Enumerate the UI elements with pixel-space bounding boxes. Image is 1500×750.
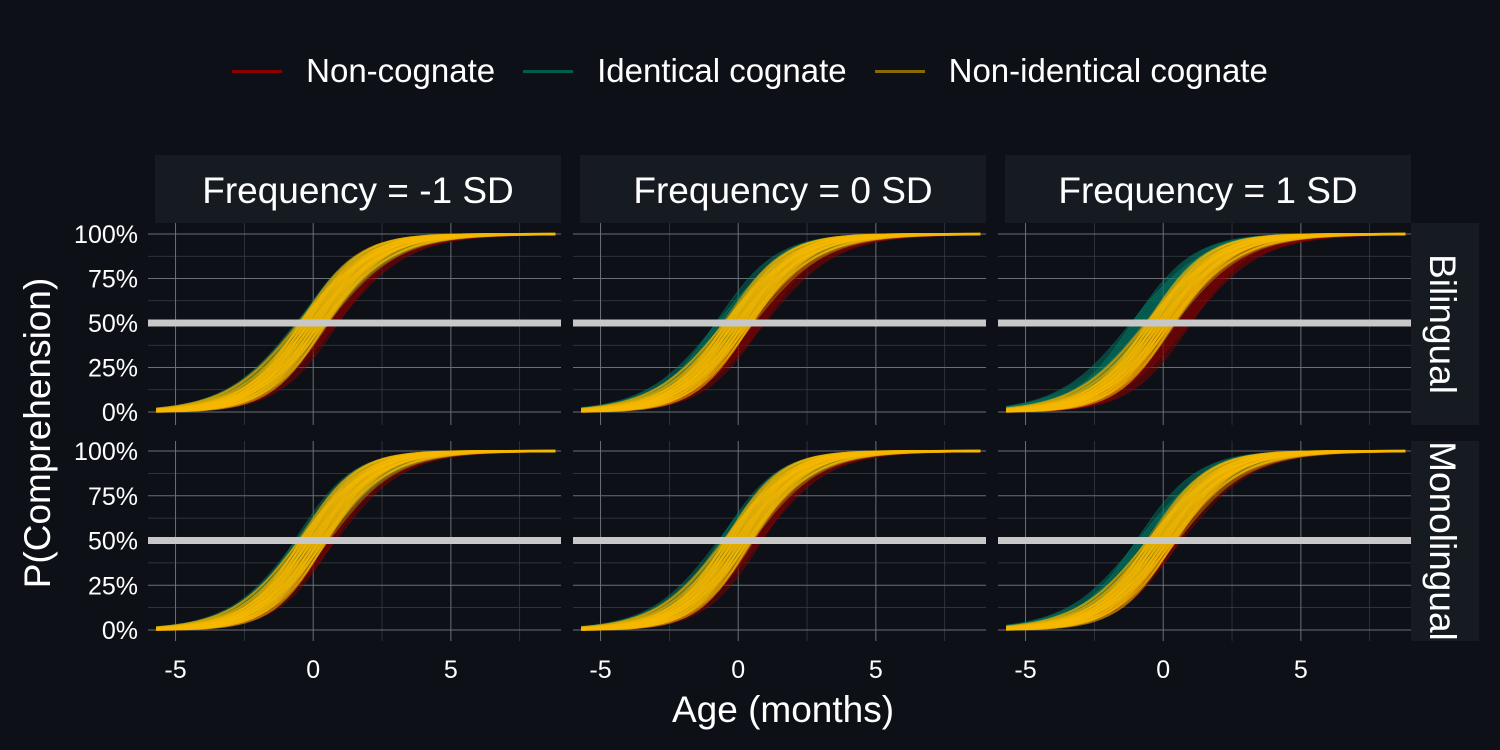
y-tick-label: 50% (88, 528, 138, 556)
panel-r1-c0-draw-highlight (156, 450, 556, 631)
facet-label-col-2: Frequency = 1 SD (1058, 170, 1357, 211)
facet-label-row-1: Monolingual (1422, 441, 1463, 641)
y-axis-title: P(Comprehension) (17, 278, 58, 589)
facet-strip-row-1 (1411, 441, 1479, 641)
x-tick-label: -5 (164, 656, 186, 684)
facet-label-row-0: Bilingual (1422, 254, 1463, 394)
y-tick-label: 100% (74, 221, 138, 249)
legend-label-identical-cognate: Identical cognate (597, 52, 847, 89)
legend-item-non-cognate: Non-cognate (232, 52, 495, 90)
legend-swatch-identical-cognate (523, 69, 574, 73)
x-tick-label: 0 (1156, 656, 1170, 684)
panel-r0-c1-draw-highlight (581, 233, 981, 413)
legend-item-identical-cognate: Identical cognate (523, 52, 847, 90)
legend-swatch-non-identical-cognate (874, 69, 925, 73)
facet-strip-row-0 (1411, 223, 1479, 425)
panel-r0-c0-draw-highlight (156, 233, 556, 413)
panel-r0-c2-draw-highlight (1006, 233, 1406, 413)
x-tick-label: 5 (1294, 656, 1308, 684)
x-tick-label: -5 (1014, 656, 1036, 684)
y-tick-label: 100% (74, 438, 138, 466)
y-tick-label: 75% (88, 266, 138, 294)
x-tick-label: 0 (306, 656, 320, 684)
y-tick-label: 0% (102, 617, 138, 645)
y-tick-label: 25% (88, 572, 138, 600)
x-axis-title: Age (months) (672, 689, 894, 730)
legend-swatch-non-cognate (232, 69, 283, 73)
x-tick-label: 5 (869, 656, 883, 684)
legend-label-non-cognate: Non-cognate (306, 52, 496, 89)
y-tick-label: 0% (102, 399, 138, 427)
legend-item-non-identical-cognate: Non-identical cognate (874, 52, 1268, 90)
panel-r1-c2-draw-highlight (1006, 450, 1406, 631)
y-tick-label: 75% (88, 483, 138, 511)
y-tick-label: 25% (88, 355, 138, 383)
x-tick-label: 0 (731, 656, 745, 684)
panel-r1-c1-draw-highlight (581, 450, 981, 631)
legend: Non-cognate Identical cognate Non-identi… (0, 46, 1500, 96)
legend-label-non-identical-cognate: Non-identical cognate (948, 52, 1268, 89)
facet-label-col-1: Frequency = 0 SD (633, 170, 932, 211)
facet-label-col-0: Frequency = -1 SD (202, 170, 514, 211)
x-tick-label: -5 (589, 656, 611, 684)
y-tick-label: 50% (88, 310, 138, 338)
facet-strip-col-0 (155, 155, 561, 223)
x-tick-label: 5 (444, 656, 458, 684)
facet-strip-col-2 (1005, 155, 1411, 223)
facet-strip-col-1 (580, 155, 986, 223)
